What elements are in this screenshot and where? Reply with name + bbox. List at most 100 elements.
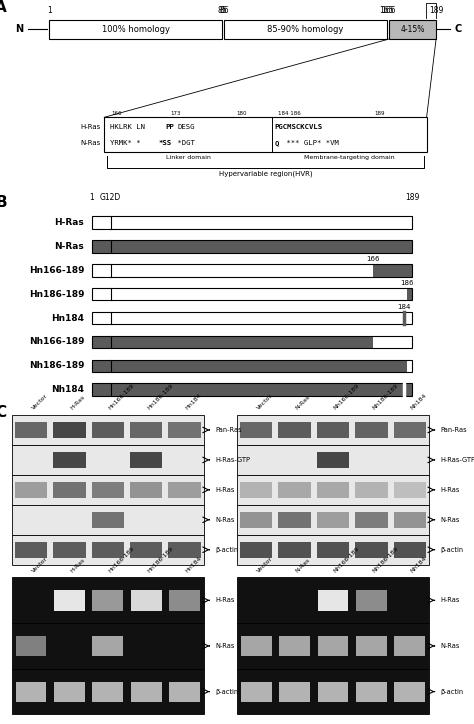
Bar xyxy=(91,512,124,529)
Bar xyxy=(92,336,373,348)
Text: β-actin: β-actin xyxy=(441,547,464,552)
Text: 85-90% homology: 85-90% homology xyxy=(267,25,344,34)
Text: 173: 173 xyxy=(170,111,181,117)
Bar xyxy=(240,481,273,498)
Text: Nh166-189: Nh166-189 xyxy=(29,337,84,347)
Bar xyxy=(92,360,412,372)
Bar xyxy=(317,512,349,529)
Text: Nh186-189: Nh186-189 xyxy=(29,361,84,371)
Text: N-Ras: N-Ras xyxy=(441,517,460,523)
Text: β-actin: β-actin xyxy=(441,689,464,694)
Bar xyxy=(237,475,429,505)
Text: Hn166-189: Hn166-189 xyxy=(29,266,84,275)
Text: β-actin: β-actin xyxy=(216,547,239,552)
Bar xyxy=(92,590,123,611)
Bar xyxy=(12,669,204,715)
Bar xyxy=(279,681,310,702)
Bar xyxy=(53,542,86,558)
Text: Pan-Ras: Pan-Ras xyxy=(441,427,467,433)
Text: 184 186: 184 186 xyxy=(278,111,301,117)
Bar xyxy=(169,681,200,702)
Text: Hn186-189: Hn186-189 xyxy=(146,546,174,573)
Bar xyxy=(317,542,349,558)
Text: Hn186-189: Hn186-189 xyxy=(29,290,84,299)
Bar xyxy=(373,264,412,277)
Bar xyxy=(91,542,124,558)
Bar xyxy=(130,542,163,558)
Bar xyxy=(131,681,162,702)
Bar xyxy=(92,681,123,702)
Text: A: A xyxy=(0,0,7,15)
Text: H-Ras: H-Ras xyxy=(80,124,100,130)
Text: Nh184: Nh184 xyxy=(410,393,428,411)
Bar xyxy=(278,481,311,498)
Text: 1: 1 xyxy=(90,193,94,202)
Bar xyxy=(92,264,412,277)
Bar xyxy=(237,669,429,715)
Text: Membrane-targeting domain: Membrane-targeting domain xyxy=(304,155,394,160)
Text: 165: 165 xyxy=(380,6,394,14)
Bar xyxy=(49,20,222,39)
Text: 86: 86 xyxy=(219,6,229,14)
Text: C: C xyxy=(0,405,6,421)
Text: 189: 189 xyxy=(429,6,443,14)
Text: Hn166-189: Hn166-189 xyxy=(108,383,136,411)
Text: N-Ras: N-Ras xyxy=(294,395,311,411)
Bar xyxy=(92,288,412,300)
Text: Nh184: Nh184 xyxy=(51,385,84,394)
Bar xyxy=(53,422,86,438)
Text: 184: 184 xyxy=(397,303,410,310)
Text: Vector: Vector xyxy=(256,393,274,411)
Text: N-Ras: N-Ras xyxy=(441,643,460,649)
Bar xyxy=(12,578,204,623)
Bar xyxy=(92,636,123,657)
Bar xyxy=(15,542,47,558)
Text: 189: 189 xyxy=(374,111,384,117)
Text: Nh166-189: Nh166-189 xyxy=(333,546,361,573)
Bar xyxy=(12,415,204,445)
Bar xyxy=(318,590,348,611)
Bar xyxy=(92,216,412,229)
Bar xyxy=(278,542,311,558)
Text: B: B xyxy=(0,195,7,211)
Bar xyxy=(16,681,46,702)
Text: N-Ras: N-Ras xyxy=(216,517,235,523)
Bar xyxy=(130,452,163,468)
Text: 85: 85 xyxy=(218,6,227,14)
Text: C: C xyxy=(454,25,461,34)
Text: 166: 166 xyxy=(382,6,396,14)
Text: CAAX Motif: CAAX Motif xyxy=(413,0,448,1)
Bar xyxy=(355,422,388,438)
Bar xyxy=(92,288,407,300)
Bar xyxy=(241,636,272,657)
Bar xyxy=(168,481,201,498)
Bar xyxy=(317,452,349,468)
Bar xyxy=(237,578,429,623)
Bar xyxy=(237,535,429,565)
Text: DESG: DESG xyxy=(178,124,195,130)
Bar xyxy=(394,681,425,702)
Text: 166: 166 xyxy=(111,111,121,117)
Bar xyxy=(54,681,85,702)
Text: N-Ras: N-Ras xyxy=(55,242,84,251)
Text: 100% homology: 100% homology xyxy=(102,25,170,34)
Bar xyxy=(355,542,388,558)
Bar xyxy=(92,336,412,348)
Bar xyxy=(278,512,311,529)
Bar xyxy=(394,636,425,657)
Text: Vector: Vector xyxy=(31,393,49,411)
Text: H-Ras: H-Ras xyxy=(441,487,460,493)
Text: PGCMSCKCVLS: PGCMSCKCVLS xyxy=(274,124,322,130)
Text: N-Ras: N-Ras xyxy=(216,643,235,649)
Text: Hypervariable region(HVR): Hypervariable region(HVR) xyxy=(219,170,312,177)
Text: N-Ras: N-Ras xyxy=(294,557,311,573)
Bar xyxy=(12,535,204,565)
Bar xyxy=(356,590,387,611)
Text: *DGT: *DGT xyxy=(173,140,195,146)
Bar xyxy=(393,512,426,529)
Bar xyxy=(12,623,204,669)
Bar xyxy=(92,240,412,253)
Text: Vector: Vector xyxy=(256,556,274,573)
Text: H-Ras-GTP: H-Ras-GTP xyxy=(441,457,474,463)
Text: Hn166-189: Hn166-189 xyxy=(108,546,136,573)
